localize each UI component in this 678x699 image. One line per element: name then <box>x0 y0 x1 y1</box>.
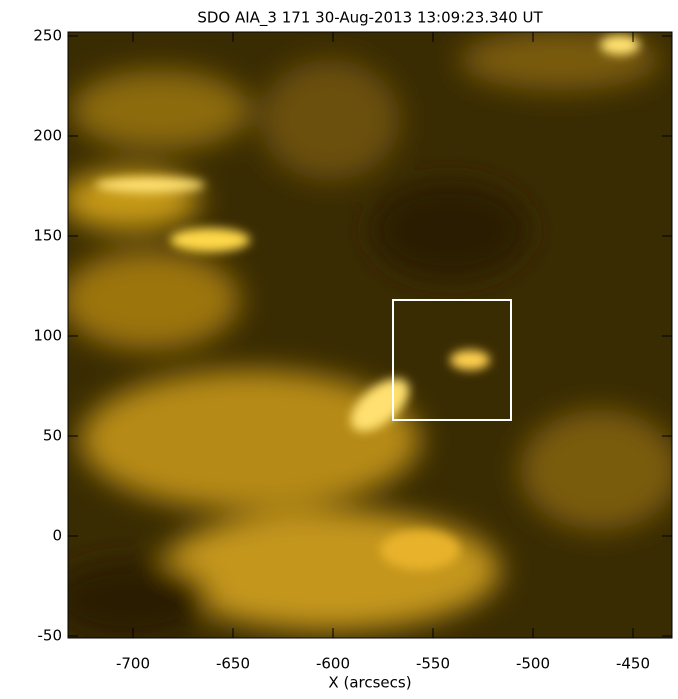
x-tick-label: -600 <box>316 655 350 673</box>
title: SDO AIA_3 171 30-Aug-2013 13:09:23.340 U… <box>197 9 543 28</box>
y-tick-label: 200 <box>33 127 62 145</box>
x-tick-label: -700 <box>116 655 150 673</box>
x-tick-label: -650 <box>216 655 250 673</box>
y-tick-label: -50 <box>38 627 63 645</box>
x-tick-label: -550 <box>416 655 450 673</box>
y-tick-label: 250 <box>33 27 62 45</box>
x-tick-label: -500 <box>516 655 550 673</box>
x-axis-label: X (arcsecs) <box>328 674 411 692</box>
y-tick-label: 0 <box>52 527 62 545</box>
y-tick-label: 100 <box>33 327 62 345</box>
y-tick-label: 50 <box>43 427 62 445</box>
x-tick-label: -450 <box>616 655 650 673</box>
page: {"chart_data": {"type": "image", "title"… <box>0 0 678 699</box>
figure: SDO AIA_3 171 30-Aug-2013 13:09:23.340 U… <box>0 0 678 695</box>
solar-image <box>50 30 678 640</box>
y-tick-label: 150 <box>33 227 62 245</box>
